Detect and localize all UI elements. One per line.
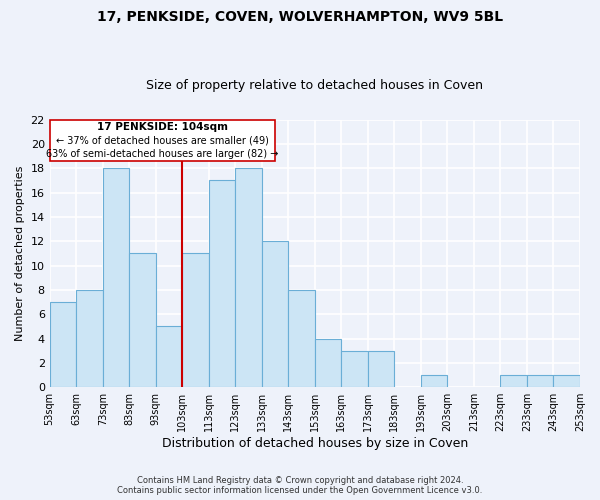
Bar	[315, 338, 341, 387]
Bar	[421, 375, 448, 387]
Bar	[289, 290, 315, 387]
Bar	[341, 350, 368, 387]
Bar	[527, 375, 553, 387]
Bar	[553, 375, 580, 387]
Bar	[156, 326, 182, 387]
Text: 17 PENKSIDE: 104sqm: 17 PENKSIDE: 104sqm	[97, 122, 228, 132]
Text: Contains HM Land Registry data © Crown copyright and database right 2024.
Contai: Contains HM Land Registry data © Crown c…	[118, 476, 482, 495]
Text: 17, PENKSIDE, COVEN, WOLVERHAMPTON, WV9 5BL: 17, PENKSIDE, COVEN, WOLVERHAMPTON, WV9 …	[97, 10, 503, 24]
Bar	[368, 350, 394, 387]
Title: Size of property relative to detached houses in Coven: Size of property relative to detached ho…	[146, 79, 484, 92]
Bar	[103, 168, 129, 387]
Text: 63% of semi-detached houses are larger (82) →: 63% of semi-detached houses are larger (…	[46, 148, 278, 158]
X-axis label: Distribution of detached houses by size in Coven: Distribution of detached houses by size …	[162, 437, 468, 450]
Bar	[182, 254, 209, 387]
Bar	[76, 290, 103, 387]
Bar	[262, 241, 289, 387]
FancyBboxPatch shape	[50, 120, 275, 161]
Y-axis label: Number of detached properties: Number of detached properties	[15, 166, 25, 341]
Bar	[129, 254, 156, 387]
Bar	[50, 302, 76, 387]
Bar	[500, 375, 527, 387]
Bar	[235, 168, 262, 387]
Text: ← 37% of detached houses are smaller (49): ← 37% of detached houses are smaller (49…	[56, 135, 269, 145]
Bar	[209, 180, 235, 387]
